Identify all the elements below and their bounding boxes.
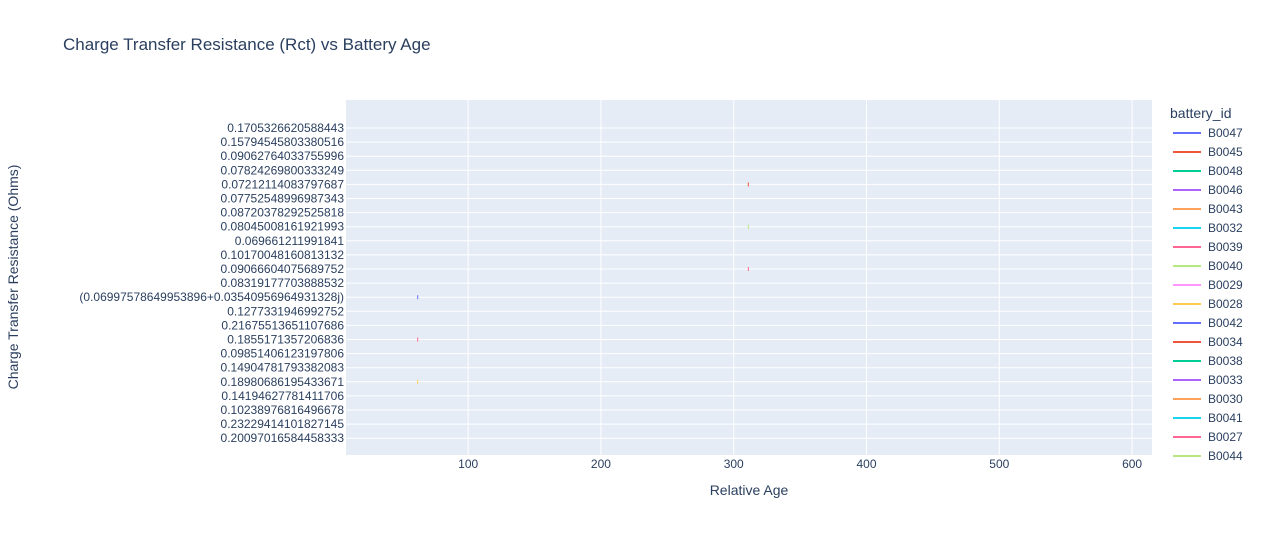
- legend-item-b0034[interactable]: B0034: [1173, 335, 1243, 349]
- y-tick-label: 0.07752548996987343: [221, 192, 345, 206]
- y-tick-label: 0.14904781793382083: [221, 361, 345, 375]
- y-tick-label: 0.20097016584458333: [221, 431, 345, 445]
- y-tick-label: 0.18980686195433671: [221, 375, 345, 389]
- legend-label: B0048: [1208, 164, 1243, 178]
- legend-label: B0044: [1208, 449, 1243, 463]
- legend-label: B0033: [1208, 373, 1243, 387]
- y-tick-label: 0.15794545803380516: [221, 135, 345, 149]
- legend-item-b0045[interactable]: B0045: [1173, 145, 1243, 159]
- legend-item-b0042[interactable]: B0042: [1173, 316, 1243, 330]
- legend-item-b0040[interactable]: B0040: [1173, 259, 1243, 273]
- x-axis-title: Relative Age: [710, 482, 789, 498]
- legend-label: B0029: [1208, 278, 1243, 292]
- y-tick-label: 0.08319177703888532: [221, 276, 345, 290]
- legend-item-b0044[interactable]: B0044: [1173, 449, 1243, 463]
- y-tick-label: 0.23229414101827145: [221, 417, 345, 431]
- legend[interactable]: battery_id B0047 B0045 B0048 B0046 B0043 B003…: [1170, 105, 1243, 463]
- y-tick-label: 0.1855171357206836: [227, 333, 344, 347]
- y-tick-label: (0.06997578649953896+0.03540956964931328…: [79, 290, 344, 304]
- legend-item-b0038[interactable]: B0038: [1173, 354, 1243, 368]
- x-tick-label: 200: [591, 457, 611, 471]
- data-marks: [417, 182, 749, 384]
- x-tick-label: 400: [856, 457, 876, 471]
- legend-item-b0033[interactable]: B0033: [1173, 373, 1243, 387]
- legend-label: B0042: [1208, 316, 1243, 330]
- legend-item-b0048[interactable]: B0048: [1173, 164, 1243, 178]
- x-tick-label: 100: [458, 457, 478, 471]
- legend-item-b0027[interactable]: B0027: [1173, 430, 1243, 444]
- legend-label: B0027: [1208, 430, 1243, 444]
- legend-label: B0046: [1208, 183, 1243, 197]
- legend-label: B0040: [1208, 259, 1243, 273]
- y-tick-label: 0.10238976816496678: [221, 403, 345, 417]
- legend-label: B0039: [1208, 240, 1243, 254]
- y-tick-label: 0.14194627781411706: [221, 389, 344, 403]
- legend-item-b0029[interactable]: B0029: [1173, 278, 1243, 292]
- legend-item-b0046[interactable]: B0046: [1173, 183, 1243, 197]
- x-tick-label: 500: [989, 457, 1009, 471]
- legend-item-b0047[interactable]: B0047: [1173, 126, 1243, 140]
- y-tick-label: 0.1277331946992752: [227, 304, 344, 318]
- y-tick-label: 0.09851406123197806: [221, 347, 345, 361]
- y-tick-label: 0.08720378292525818: [221, 206, 345, 220]
- y-tick-label: 0.1705326620588443: [227, 121, 344, 135]
- legend-label: B0030: [1208, 392, 1243, 406]
- legend-title: battery_id: [1170, 105, 1231, 121]
- legend-label: B0028: [1208, 297, 1243, 311]
- legend-item-b0039[interactable]: B0039: [1173, 240, 1243, 254]
- chart-title: Charge Transfer Resistance (Rct) vs Batt…: [63, 35, 431, 54]
- x-tick-label: 600: [1122, 457, 1142, 471]
- plot-area: [346, 100, 1152, 455]
- legend-label: B0047: [1208, 126, 1243, 140]
- legend-item-b0030[interactable]: B0030: [1173, 392, 1243, 406]
- legend-item-b0028[interactable]: B0028: [1173, 297, 1243, 311]
- y-tick-label: 0.10170048160813132: [221, 248, 345, 262]
- legend-label: B0034: [1208, 335, 1243, 349]
- legend-label: B0045: [1208, 145, 1243, 159]
- legend-label: B0041: [1208, 411, 1243, 425]
- y-tick-label: 0.21675513651107686: [221, 318, 344, 332]
- y-axis-ticks: 0.17053266205884430.157945458033805160.0…: [79, 121, 344, 445]
- y-tick-label: 0.07824269800333249: [221, 163, 345, 177]
- y-axis-title: Charge Transfer Resistance (Ohms): [5, 165, 21, 390]
- x-axis-ticks: 100 200 300 400 500 600: [458, 457, 1142, 471]
- legend-item-b0032[interactable]: B0032: [1173, 221, 1243, 235]
- legend-item-b0041[interactable]: B0041: [1173, 411, 1243, 425]
- y-tick-label: 0.07212114083797687: [221, 177, 344, 191]
- legend-item-b0043[interactable]: B0043: [1173, 202, 1243, 216]
- legend-label: B0043: [1208, 202, 1243, 216]
- legend-label: B0038: [1208, 354, 1243, 368]
- legend-label: B0032: [1208, 221, 1243, 235]
- y-tick-label: 0.09066604075689752: [221, 262, 345, 276]
- grid-lines: [346, 100, 1152, 455]
- y-tick-label: 0.08045008161921993: [221, 220, 345, 234]
- y-tick-label: 0.09062764033755996: [221, 149, 345, 163]
- y-tick-label: 0.069661211991841: [235, 234, 345, 248]
- x-tick-label: 300: [724, 457, 744, 471]
